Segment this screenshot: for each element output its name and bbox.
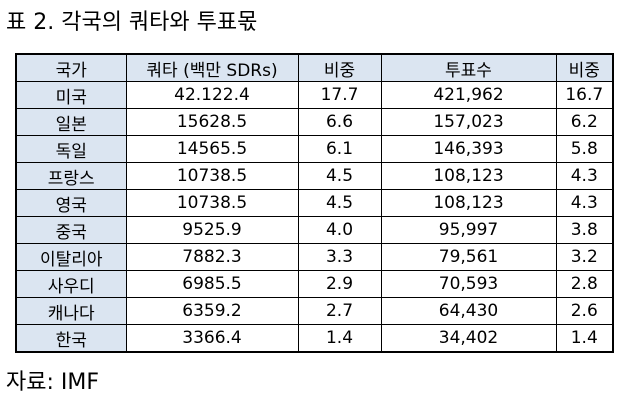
table-row: 사우디 6985.5 2.9 70,593 2.8 (15, 270, 614, 298)
table-row: 캐나다 6359.2 2.7 64,430 2.6 (15, 297, 614, 325)
table-row: 프랑스 10738.5 4.5 108,123 4.3 (15, 162, 614, 190)
value-cell: 10738.5 (125, 189, 299, 217)
value-cell: 4.5 (297, 162, 382, 190)
value-cell: 6.2 (555, 108, 614, 136)
value-cell: 4.0 (297, 216, 382, 244)
value-cell: 4.3 (555, 162, 614, 190)
value-cell: 15628.5 (125, 108, 299, 136)
table-row: 이탈리아 7882.3 3.3 79,561 3.2 (15, 243, 614, 271)
header-cell: 비중 (555, 53, 614, 82)
value-cell: 7882.3 (125, 243, 299, 271)
value-cell: 108,123 (380, 189, 557, 217)
value-cell: 3366.4 (125, 324, 299, 353)
value-cell: 34,402 (380, 324, 557, 353)
value-cell: 4.5 (297, 189, 382, 217)
value-cell: 3.3 (297, 243, 382, 271)
value-cell: 2.7 (297, 297, 382, 325)
value-cell: 16.7 (555, 81, 614, 109)
value-cell: 6.1 (297, 135, 382, 163)
country-cell: 중국 (15, 216, 127, 244)
value-cell: 79,561 (380, 243, 557, 271)
country-cell: 캐나다 (15, 297, 127, 325)
value-cell: 70,593 (380, 270, 557, 298)
value-cell: 1.4 (297, 324, 382, 353)
value-cell: 146,393 (380, 135, 557, 163)
value-cell: 9525.9 (125, 216, 299, 244)
table-row: 영국 10738.5 4.5 108,123 4.3 (15, 189, 614, 217)
value-cell: 6.6 (297, 108, 382, 136)
header-cell: 비중 (297, 53, 382, 82)
value-cell: 4.3 (555, 189, 614, 217)
quota-table: 국가 쿼타 (백만 SDRs) 비중 투표수 비중 미국 42.122.4 17.7 421,9… (15, 53, 614, 353)
table-row: 한국 3366.4 1.4 34,402 1.4 (15, 324, 614, 353)
header-cell: 투표수 (380, 53, 557, 82)
value-cell: 14565.5 (125, 135, 299, 163)
value-cell: 3.2 (555, 243, 614, 271)
country-cell: 프랑스 (15, 162, 127, 190)
header-cell: 쿼타 (백만 SDRs) (125, 53, 299, 82)
value-cell: 6985.5 (125, 270, 299, 298)
table-row: 독일 14565.5 6.1 146,393 5.8 (15, 135, 614, 163)
country-cell: 미국 (15, 81, 127, 109)
country-cell: 한국 (15, 324, 127, 353)
country-cell: 사우디 (15, 270, 127, 298)
value-cell: 3.8 (555, 216, 614, 244)
value-cell: 10738.5 (125, 162, 299, 190)
country-cell: 영국 (15, 189, 127, 217)
value-cell: 42.122.4 (125, 81, 299, 109)
value-cell: 2.9 (297, 270, 382, 298)
value-cell: 2.8 (555, 270, 614, 298)
country-cell: 독일 (15, 135, 127, 163)
header-cell: 국가 (15, 53, 127, 82)
value-cell: 6359.2 (125, 297, 299, 325)
table-row: 일본 15628.5 6.6 157,023 6.2 (15, 108, 614, 136)
value-cell: 95,997 (380, 216, 557, 244)
source: 자료: IMF (6, 370, 100, 395)
table-row: 중국 9525.9 4.0 95,997 3.8 (15, 216, 614, 244)
value-cell: 108,123 (380, 162, 557, 190)
value-cell: 1.4 (555, 324, 614, 353)
country-cell: 일본 (15, 108, 127, 136)
value-cell: 2.6 (555, 297, 614, 325)
header-row: 국가 쿼타 (백만 SDRs) 비중 투표수 비중 (15, 53, 614, 82)
value-cell: 17.7 (297, 81, 382, 109)
value-cell: 421,962 (380, 81, 557, 109)
title: 표 2. 각국의 쿼타와 투표몫 (6, 10, 258, 35)
value-cell: 157,023 (380, 108, 557, 136)
country-cell: 이탈리아 (15, 243, 127, 271)
value-cell: 5.8 (555, 135, 614, 163)
table-row: 미국 42.122.4 17.7 421,962 16.7 (15, 81, 614, 109)
value-cell: 64,430 (380, 297, 557, 325)
